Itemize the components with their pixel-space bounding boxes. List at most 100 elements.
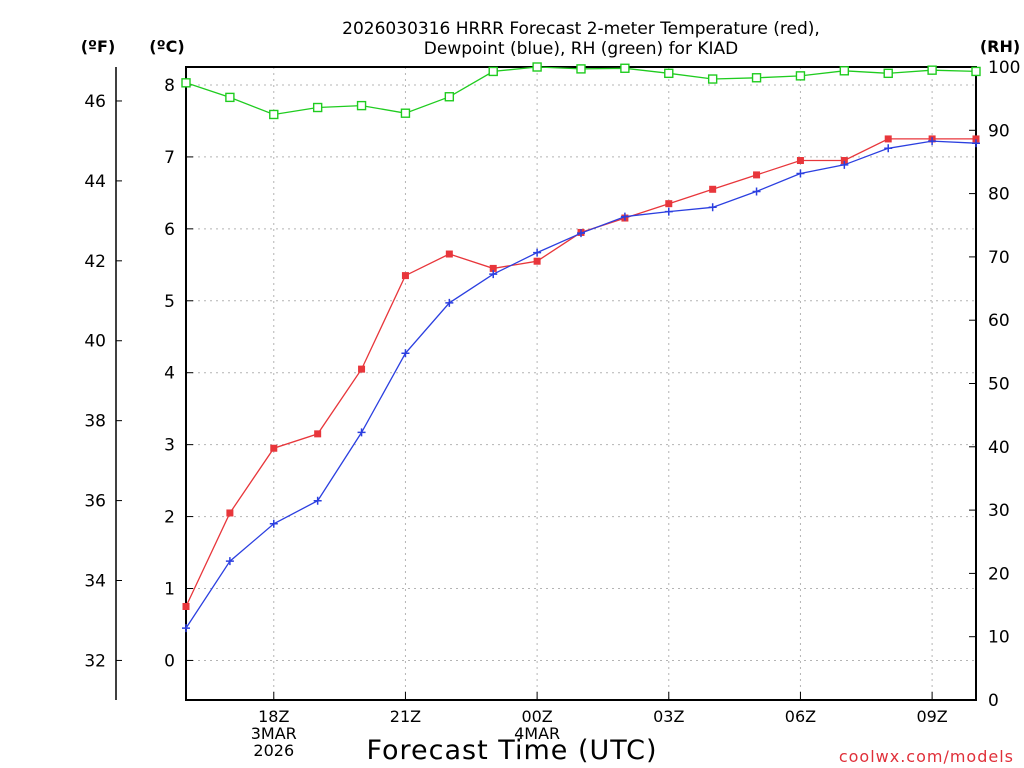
rh-tick-labels: 0 10 20 30 40 50 60 70 80 90 100 [969,58,1020,711]
dewpoint-point [489,270,498,279]
x-axis-label: Forecast Time (UTC) [366,735,657,766]
temperature-point [270,444,278,452]
rh-tick-label: 0 [988,691,999,711]
rh-tick-label: 90 [988,121,1010,141]
fahrenheit-tick-label: 36 [84,492,106,512]
temperature-point [665,200,673,208]
temperature-point [884,135,892,143]
rh-unit-label: (RH) [980,37,1020,56]
celsius-tick-label: 8 [164,76,175,96]
celsius-tick-label: 2 [164,508,175,528]
rh-point [400,108,411,118]
dewpoint-point [928,137,937,146]
rh-tick-label: 20 [988,564,1010,584]
rh-point [883,68,893,79]
rh-point [312,102,323,113]
temperature-point [753,171,761,179]
rh-point [356,100,367,111]
rh-point [751,73,762,83]
temperature-point [972,135,980,143]
celsius-tick-label: 7 [164,148,175,168]
rh-tick-label: 70 [988,248,1010,268]
rh-point [576,64,586,74]
fahrenheit-tick-label: 40 [84,332,106,352]
chart-title-line-2: Dewpoint (blue), RH (green) for KIAD [424,39,738,59]
grid [186,67,976,700]
temperature-point [401,272,409,280]
rh-tick-label: 60 [988,311,1010,331]
fahrenheit-tick-label: 32 [84,651,106,671]
time-tick-label: 4MAR [514,724,560,743]
dewpoint-point [533,248,542,257]
time-tick-label: 21Z [390,707,421,726]
celsius-unit-label: (ºC) [149,37,184,56]
time-tick-label: 18Z [258,707,289,726]
credit-text: coolwx.com/models [839,747,1014,766]
rh-tick-label: 50 [988,375,1010,395]
rh-point [488,66,498,77]
fahrenheit-tick-label: 42 [84,252,106,272]
dewpoint-point [884,144,893,153]
series-layer [181,62,981,633]
dewpoint-point [972,139,980,148]
temperature-point [533,257,541,265]
rh-point [795,71,806,81]
temperature-point [489,264,497,272]
time-tick-label: 09Z [916,707,947,726]
temperature-line [185,138,976,607]
dewpoint-point [182,624,190,633]
dewpoint-point [840,160,849,169]
chart-title-line-1: 2026030316 HRRR Forecast 2-meter Tempera… [342,19,820,39]
temperature-point [314,430,322,438]
dewpoint-point [269,519,278,528]
rh-line [185,66,977,116]
dewpoint-point [357,428,366,437]
rh-tick-label: 40 [988,438,1010,458]
dewpoint-point [664,207,673,216]
dewpoint-point [225,557,234,566]
dewpoint-point [796,169,805,178]
fahrenheit-unit-label: (ºF) [81,37,116,56]
dewpoint-point [577,229,585,238]
temperature-point [840,157,848,165]
dewpoint-point [313,496,322,505]
rh-tick-label: 10 [988,628,1010,648]
celsius-tick-labels: 0 1 2 3 4 5 6 7 8 [164,76,193,671]
rh-point [444,92,455,102]
temperature-point [796,157,804,165]
time-tick-label: 06Z [785,707,816,726]
rh-point [839,66,850,76]
dewpoint-point [401,349,410,358]
fahrenheit-tick-label: 46 [84,92,106,112]
dewpoint-point [708,203,717,212]
celsius-tick-label: 1 [164,580,175,600]
fahrenheit-tick-label: 44 [84,172,106,192]
temperature-point [709,185,717,193]
fahrenheit-tick-labels: 32 34 36 38 40 42 44 46 [84,92,122,671]
plot-frame [185,66,977,701]
fahrenheit-tick-label: 38 [84,412,106,432]
celsius-tick-label: 0 [164,651,175,671]
rh-tick-label: 100 [988,58,1020,78]
time-tick-label: 00Z [521,707,552,726]
time-tick-label: 03Z [653,707,684,726]
rh-tick-label: 30 [988,501,1010,521]
celsius-tick-label: 4 [164,364,175,384]
time-tick-label: 3MAR [251,724,297,743]
dewpoint-point [752,187,761,196]
temperature-point [182,602,190,610]
rh-point [620,63,630,73]
temperature-point [445,250,453,258]
rh-point [971,66,981,77]
rh-point [664,68,674,79]
dewpoint-point [620,212,629,221]
temperature-point [358,365,366,373]
rh-point [707,74,718,84]
celsius-tick-label: 3 [164,436,175,456]
dewpoint-line [185,140,977,629]
rh-point [927,65,937,75]
celsius-tick-label: 5 [164,292,175,312]
temperature-point [226,509,234,517]
